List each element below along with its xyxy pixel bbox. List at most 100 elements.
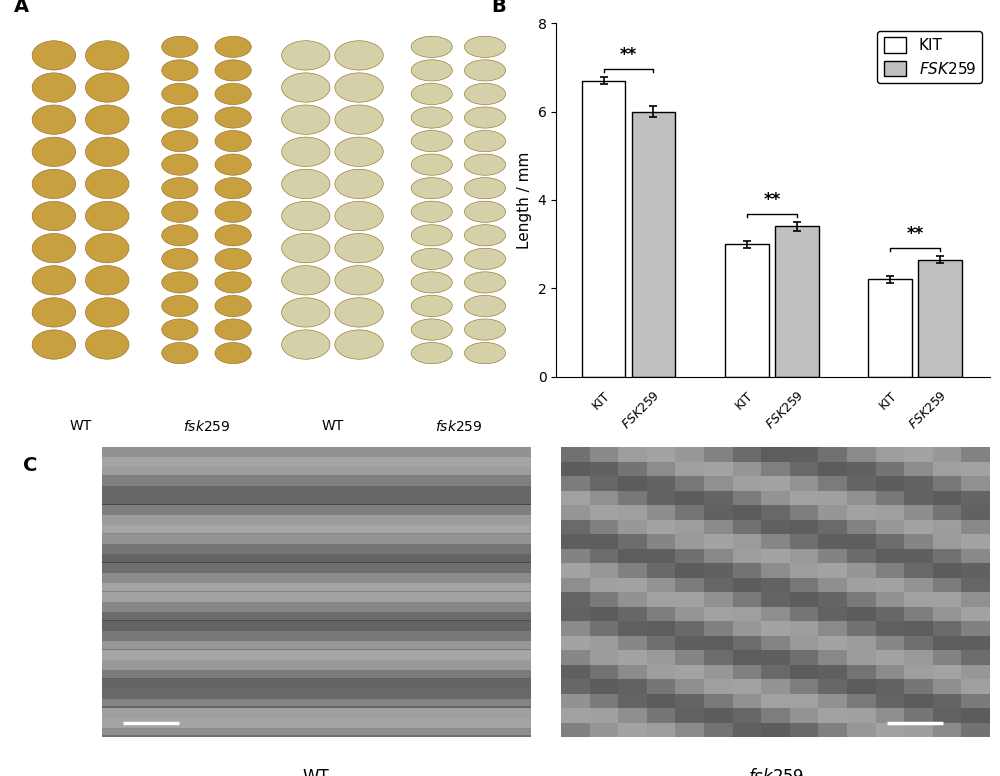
Bar bbox=[675, 448, 704, 462]
Bar bbox=[704, 636, 733, 650]
Bar bbox=[933, 520, 961, 535]
Bar bbox=[102, 650, 531, 660]
Bar bbox=[704, 535, 733, 549]
Bar bbox=[790, 650, 818, 665]
Bar bbox=[647, 476, 675, 491]
Ellipse shape bbox=[411, 319, 452, 340]
Ellipse shape bbox=[411, 130, 452, 151]
Bar bbox=[618, 505, 647, 520]
Bar bbox=[790, 578, 818, 592]
Bar bbox=[818, 622, 847, 636]
Bar bbox=[876, 563, 904, 578]
Ellipse shape bbox=[464, 107, 506, 128]
Ellipse shape bbox=[411, 83, 452, 105]
Bar bbox=[761, 462, 790, 476]
Bar bbox=[868, 279, 912, 376]
Ellipse shape bbox=[215, 248, 251, 269]
Bar bbox=[761, 448, 790, 462]
Ellipse shape bbox=[215, 60, 251, 81]
Bar bbox=[733, 505, 761, 520]
Bar bbox=[590, 578, 618, 592]
Text: WT: WT bbox=[69, 419, 92, 433]
Bar bbox=[847, 694, 876, 708]
Bar bbox=[961, 491, 990, 505]
Bar bbox=[847, 665, 876, 679]
Bar bbox=[102, 660, 531, 670]
Bar bbox=[647, 448, 675, 462]
Bar bbox=[761, 650, 790, 665]
Bar bbox=[847, 650, 876, 665]
Bar bbox=[790, 607, 818, 622]
Bar bbox=[102, 505, 531, 515]
Bar bbox=[904, 448, 933, 462]
Ellipse shape bbox=[335, 298, 383, 327]
Bar bbox=[904, 462, 933, 476]
Bar bbox=[102, 622, 531, 631]
Bar bbox=[704, 722, 733, 737]
Ellipse shape bbox=[32, 137, 76, 166]
Ellipse shape bbox=[85, 265, 129, 295]
Bar bbox=[561, 476, 590, 491]
Bar bbox=[847, 622, 876, 636]
Bar bbox=[961, 622, 990, 636]
Bar bbox=[761, 679, 790, 694]
Bar bbox=[876, 549, 904, 563]
Bar bbox=[818, 592, 847, 607]
Text: WT: WT bbox=[303, 768, 330, 776]
Bar bbox=[818, 679, 847, 694]
Ellipse shape bbox=[162, 296, 198, 317]
Bar bbox=[618, 476, 647, 491]
Ellipse shape bbox=[464, 83, 506, 105]
Bar bbox=[818, 607, 847, 622]
Bar bbox=[761, 476, 790, 491]
Bar bbox=[733, 665, 761, 679]
Bar bbox=[582, 81, 625, 376]
Bar bbox=[961, 592, 990, 607]
Ellipse shape bbox=[32, 234, 76, 263]
Bar bbox=[647, 679, 675, 694]
Bar bbox=[790, 665, 818, 679]
Ellipse shape bbox=[411, 201, 452, 223]
Bar bbox=[933, 665, 961, 679]
Ellipse shape bbox=[411, 342, 452, 364]
Bar bbox=[561, 694, 590, 708]
Bar bbox=[818, 535, 847, 549]
Bar bbox=[102, 544, 531, 553]
Bar bbox=[818, 476, 847, 491]
Bar bbox=[933, 578, 961, 592]
Bar bbox=[904, 491, 933, 505]
Bar bbox=[904, 563, 933, 578]
Bar bbox=[561, 520, 590, 535]
Bar bbox=[876, 578, 904, 592]
Bar bbox=[876, 722, 904, 737]
Bar bbox=[618, 563, 647, 578]
Bar bbox=[761, 708, 790, 722]
Bar bbox=[590, 622, 618, 636]
Bar bbox=[876, 448, 904, 462]
Bar bbox=[618, 578, 647, 592]
Ellipse shape bbox=[85, 105, 129, 134]
Bar bbox=[790, 520, 818, 535]
Ellipse shape bbox=[282, 105, 330, 134]
Bar bbox=[102, 535, 531, 544]
Bar bbox=[733, 592, 761, 607]
Bar bbox=[102, 706, 531, 708]
Bar bbox=[733, 549, 761, 563]
Bar bbox=[632, 112, 675, 376]
Ellipse shape bbox=[411, 296, 452, 317]
Bar bbox=[102, 679, 531, 689]
Text: $FSK259$: $FSK259$ bbox=[763, 389, 806, 432]
Ellipse shape bbox=[85, 202, 129, 230]
Bar bbox=[590, 476, 618, 491]
Bar bbox=[818, 708, 847, 722]
Bar bbox=[790, 535, 818, 549]
Bar bbox=[847, 476, 876, 491]
Text: WT: WT bbox=[321, 419, 344, 433]
Bar bbox=[102, 689, 531, 698]
Ellipse shape bbox=[411, 248, 452, 269]
Bar bbox=[590, 505, 618, 520]
Bar bbox=[961, 462, 990, 476]
Bar bbox=[102, 562, 531, 563]
Bar bbox=[818, 636, 847, 650]
Bar bbox=[675, 505, 704, 520]
